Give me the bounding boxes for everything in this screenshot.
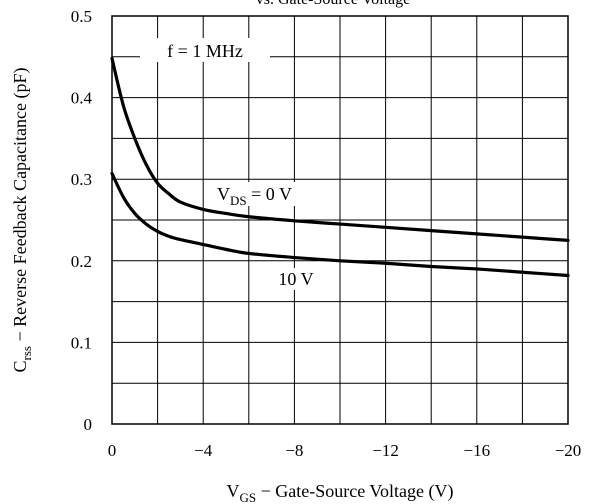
freq-label-bg — [140, 38, 270, 62]
y-tick-label: 0.4 — [71, 89, 93, 108]
y-tick-label: 0 — [84, 415, 93, 434]
vds0-sub: DS — [230, 193, 247, 208]
y-tick-label: 0.5 — [71, 7, 92, 26]
vds10-annotation: 10 V — [278, 269, 313, 289]
vds0-main: V — [217, 184, 230, 204]
y-tick-label: 0.1 — [71, 333, 92, 352]
y-tick-labels: 0 0.1 0.2 0.3 0.4 0.5 — [71, 7, 93, 434]
y-axis-title: Crss − Reverse Feedback Capacitance (pF) — [10, 67, 34, 372]
x-tick-label: −20 — [555, 441, 582, 460]
series-line-0 — [110, 56, 570, 242]
vds0-label-bg — [214, 182, 304, 206]
y-tick-label: 0.2 — [71, 252, 92, 271]
grid-lines — [111, 15, 569, 425]
x-tick-label: −12 — [372, 441, 399, 460]
x-tick-label: −4 — [194, 441, 213, 460]
vds0-rest: = 0 V — [247, 184, 292, 204]
series-layer — [110, 56, 570, 278]
x-tick-labels: 0 −4 −8 −12 −16 −20 — [108, 441, 582, 460]
series-line-1 — [110, 171, 570, 278]
x-axis-title-main: V — [226, 481, 239, 501]
chart-title: vs. Gate-Source Voltage — [256, 0, 410, 8]
y-axis-title-rest: − Reverse Feedback Capacitance (pF) — [10, 67, 31, 346]
x-tick-label: −8 — [285, 441, 303, 460]
x-axis-title-sub: GS — [239, 490, 256, 504]
x-tick-label: 0 — [108, 441, 117, 460]
vds10-label-bg — [272, 268, 320, 290]
x-tick-label: −16 — [464, 441, 491, 460]
plot-frame — [111, 15, 569, 425]
y-axis-title-sub: rss — [19, 346, 34, 360]
x-axis-title-rest: − Gate-Source Voltage (V) — [256, 481, 453, 502]
frequency-annotation: f = 1 MHz — [167, 41, 243, 61]
x-axis-title: VGS − Gate-Source Voltage (V) — [226, 481, 453, 504]
vds0-annotation: VDS = 0 V — [217, 184, 292, 208]
y-axis-title-main: C — [10, 360, 30, 372]
y-tick-label: 0.3 — [71, 170, 92, 189]
